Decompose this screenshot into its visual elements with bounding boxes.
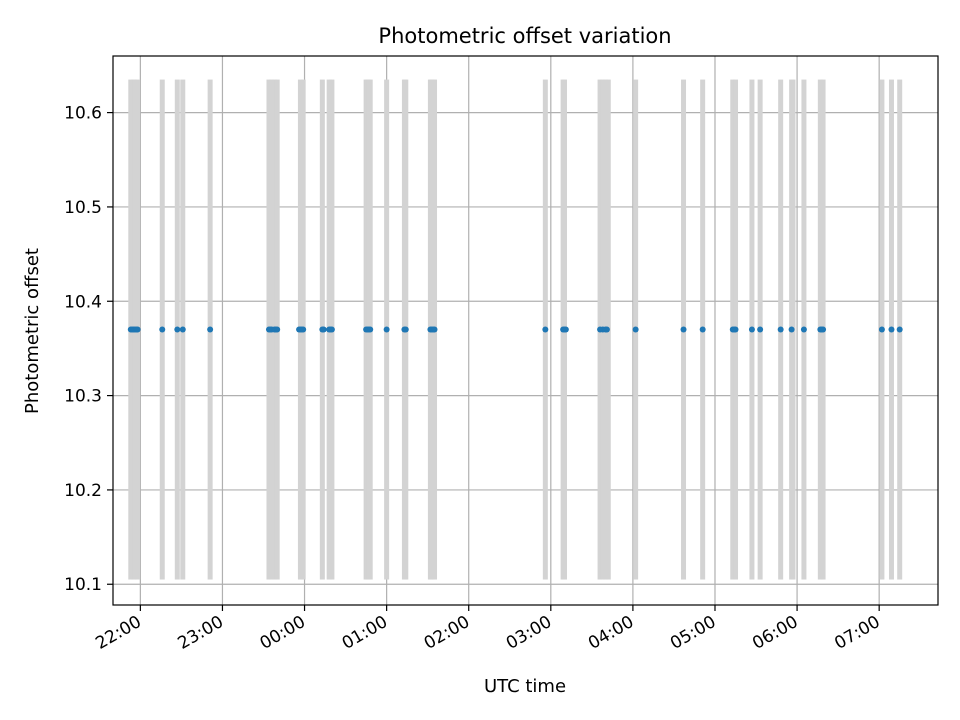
y-axis: 10.1 10.2 10.3 10.4 10.5 10.6 (64, 104, 113, 595)
data-point (732, 326, 739, 333)
data-point (274, 326, 281, 333)
chart-title: Photometric offset variation (378, 24, 671, 48)
data-point (402, 326, 409, 333)
y-tick-label: 10.3 (64, 387, 102, 407)
data-point (603, 326, 610, 333)
data-point (367, 326, 374, 333)
y-tick-label: 10.1 (64, 575, 102, 595)
data-point (207, 326, 214, 333)
data-point (159, 326, 166, 333)
data-point (383, 326, 390, 333)
y-tick-label: 10.5 (64, 198, 102, 218)
data-point (134, 326, 141, 333)
y-tick-label: 10.6 (64, 104, 102, 124)
y-axis-label: Photometric offset (22, 248, 43, 414)
x-axis-label: UTC time (484, 676, 566, 697)
data-point (788, 326, 795, 333)
data-point (680, 326, 687, 333)
data-point (320, 326, 327, 333)
data-point (174, 326, 181, 333)
data-point (562, 326, 569, 333)
data-point (300, 326, 307, 333)
grid (113, 56, 938, 605)
data-point (777, 326, 784, 333)
data-point (328, 326, 335, 333)
data-point (632, 326, 639, 333)
data-point (820, 326, 827, 333)
data-point (757, 326, 764, 333)
y-tick-label: 10.4 (64, 292, 102, 312)
data-point (878, 326, 885, 333)
data-point (179, 326, 186, 333)
data-point (896, 326, 903, 333)
y-tick-label: 10.2 (64, 481, 102, 501)
data-point (748, 326, 755, 333)
plot-frame (112, 55, 939, 606)
data-point (542, 326, 549, 333)
data-point (800, 326, 807, 333)
data-point (888, 326, 895, 333)
data-point (431, 326, 438, 333)
data-points (127, 326, 903, 333)
data-point (699, 326, 706, 333)
